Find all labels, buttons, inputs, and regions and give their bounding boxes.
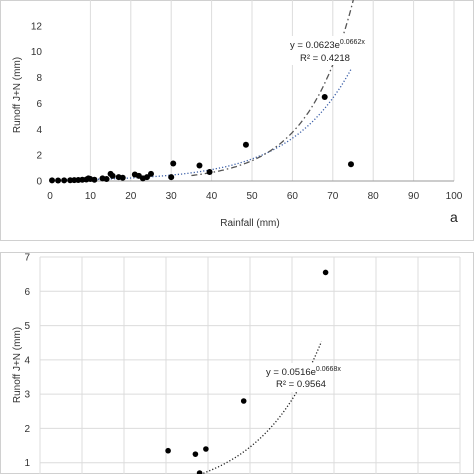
x-tick-label-a: 100	[446, 191, 463, 202]
data-point-b	[192, 451, 199, 457]
x-tick-label-a: 30	[166, 191, 178, 202]
data-point-b	[240, 398, 247, 404]
x-tick-label-a: 80	[368, 191, 380, 202]
plot-border-a	[0, 0, 474, 241]
x-tick-label-a: 0	[47, 191, 53, 202]
data-point-a	[321, 93, 328, 100]
y-tick-label-b: 3	[24, 390, 30, 401]
x-tick-label-a: 70	[327, 191, 339, 202]
fit-r2-b: R² = 0.9564	[276, 379, 326, 390]
y-tick-label-b: 7	[24, 253, 30, 264]
data-point-b	[322, 269, 329, 276]
x-tick-label-a: 50	[246, 191, 258, 202]
data-point-a	[91, 176, 98, 183]
x-tick-label-a: 20	[125, 191, 137, 202]
y-tick-label-a: 10	[31, 47, 43, 58]
data-point-a	[143, 174, 150, 181]
fit-line-a-2	[191, 0, 354, 177]
y-tick-label-a: 2	[36, 151, 42, 162]
x-tick-label-a: 10	[85, 191, 97, 202]
data-point-a	[119, 174, 126, 181]
y-tick-label-a: 12	[31, 21, 43, 32]
equation-box-b	[262, 363, 330, 392]
plot-border-b	[0, 252, 474, 474]
y-tick-label-a: 8	[36, 73, 42, 84]
x-tick-label-a: 60	[287, 191, 299, 202]
x-tick-label-a: 90	[408, 191, 420, 202]
data-point-a	[170, 160, 177, 167]
ticks-b: 1 2 3 4 5 6 7	[24, 253, 30, 470]
y-tick-label-a: 6	[36, 99, 42, 110]
grid-a	[89, 0, 455, 181]
data-point-a	[347, 161, 354, 168]
fit-r2-a: R² = 0.4218	[300, 53, 350, 64]
data-point-a	[55, 177, 62, 184]
fit-lines-a	[50, 0, 354, 181]
data-point-b	[165, 447, 171, 454]
data-point-a	[109, 172, 116, 179]
x-tick-label-a: 40	[206, 191, 218, 202]
data-point-a	[206, 168, 213, 175]
data-point-a	[61, 177, 68, 184]
data-point-a	[168, 174, 175, 181]
chart-panel-b: 1 2 3 4 5 6 7 Runoff J+N (mm) y = 0.0516e0.066…	[0, 252, 474, 474]
y-tick-label-b: 2	[24, 424, 30, 435]
fit-equation-a-main: y = 0.0623e	[290, 40, 340, 51]
panel-label-a: a	[450, 209, 458, 225]
data-point-a	[242, 141, 249, 148]
data-points-a	[49, 93, 354, 184]
fit-line-a-1	[50, 68, 352, 181]
data-point-a	[196, 162, 203, 169]
equation-box-a	[284, 36, 352, 65]
y-tick-label-b: 4	[24, 355, 30, 366]
data-point-a	[103, 176, 110, 183]
fit-equation-a-exp: 0.0662x	[340, 39, 365, 46]
fit-equation-a: y = 0.0623e0.0662x	[290, 39, 365, 51]
ticks-a: 0 10 20 30 40 50 60 70 80 90 100 0 2 4 6 8 10 12	[31, 21, 463, 202]
data-point-b	[196, 470, 203, 474]
y-axis-label-b: Runoff J+N (mm)	[12, 327, 23, 403]
fit-equation-b-exp: 0.0668x	[316, 366, 341, 373]
x-axis-label-a: Rainfall (mm)	[220, 218, 279, 229]
fit-equation-b: y = 0.0516e0.0668x	[266, 366, 341, 378]
y-axis-label-a: Runoff J+N (mm)	[12, 57, 23, 133]
y-tick-label-b: 5	[24, 321, 30, 332]
data-point-a	[49, 177, 56, 184]
y-tick-label-b: 1	[24, 458, 30, 469]
fit-equation-b-main: y = 0.0516e	[266, 367, 316, 378]
y-tick-label-b: 6	[24, 287, 30, 298]
data-point-b	[203, 446, 209, 452]
data-points-b	[165, 269, 329, 474]
chart-panel-a: 0 10 20 30 40 50 60 70 80 90 100 0 2 4 6 8 10 12 Runoff J…	[0, 0, 474, 241]
y-tick-label-a: 0	[36, 177, 42, 188]
data-point-a	[148, 170, 154, 177]
y-tick-label-a: 4	[36, 125, 42, 136]
